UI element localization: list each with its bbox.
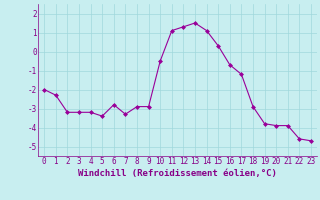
X-axis label: Windchill (Refroidissement éolien,°C): Windchill (Refroidissement éolien,°C) xyxy=(78,169,277,178)
